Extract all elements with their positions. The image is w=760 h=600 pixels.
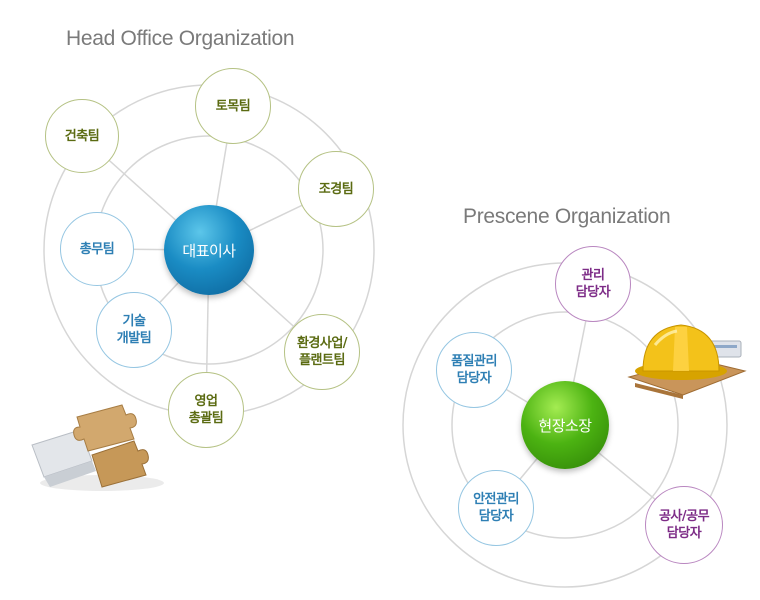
node-environment-plant-team: 환경사업/ 플랜트팀: [284, 314, 360, 390]
hard-hat-icon: [627, 324, 747, 399]
ceo-node: 대표이사: [164, 205, 254, 295]
puzzle-pieces-icon: [31, 404, 164, 491]
prescene-title: Prescene Organization: [463, 205, 671, 228]
node-sales-team: 영업 총괄팀: [168, 372, 244, 448]
node-architecture-team: 건축팀: [45, 99, 119, 173]
node-landscape-team: 조경팀: [298, 151, 374, 227]
node-civil-team: 토목팀: [195, 68, 271, 144]
site-manager-node: 현장소장: [521, 381, 609, 469]
head-office-title: Head Office Organization: [66, 27, 295, 50]
node-safety-manager: 안전관리 담당자: [458, 470, 534, 546]
node-construction-manager: 공사/공무 담당자: [645, 486, 723, 564]
inner-ring-prescene: [451, 311, 679, 539]
node-quality-manager: 품질관리 담당자: [436, 332, 512, 408]
node-tech-dev-team: 기술 개발팀: [96, 292, 172, 368]
node-management-manager: 관리 담당자: [555, 246, 631, 322]
node-general-affairs-team: 총무팀: [60, 212, 134, 286]
